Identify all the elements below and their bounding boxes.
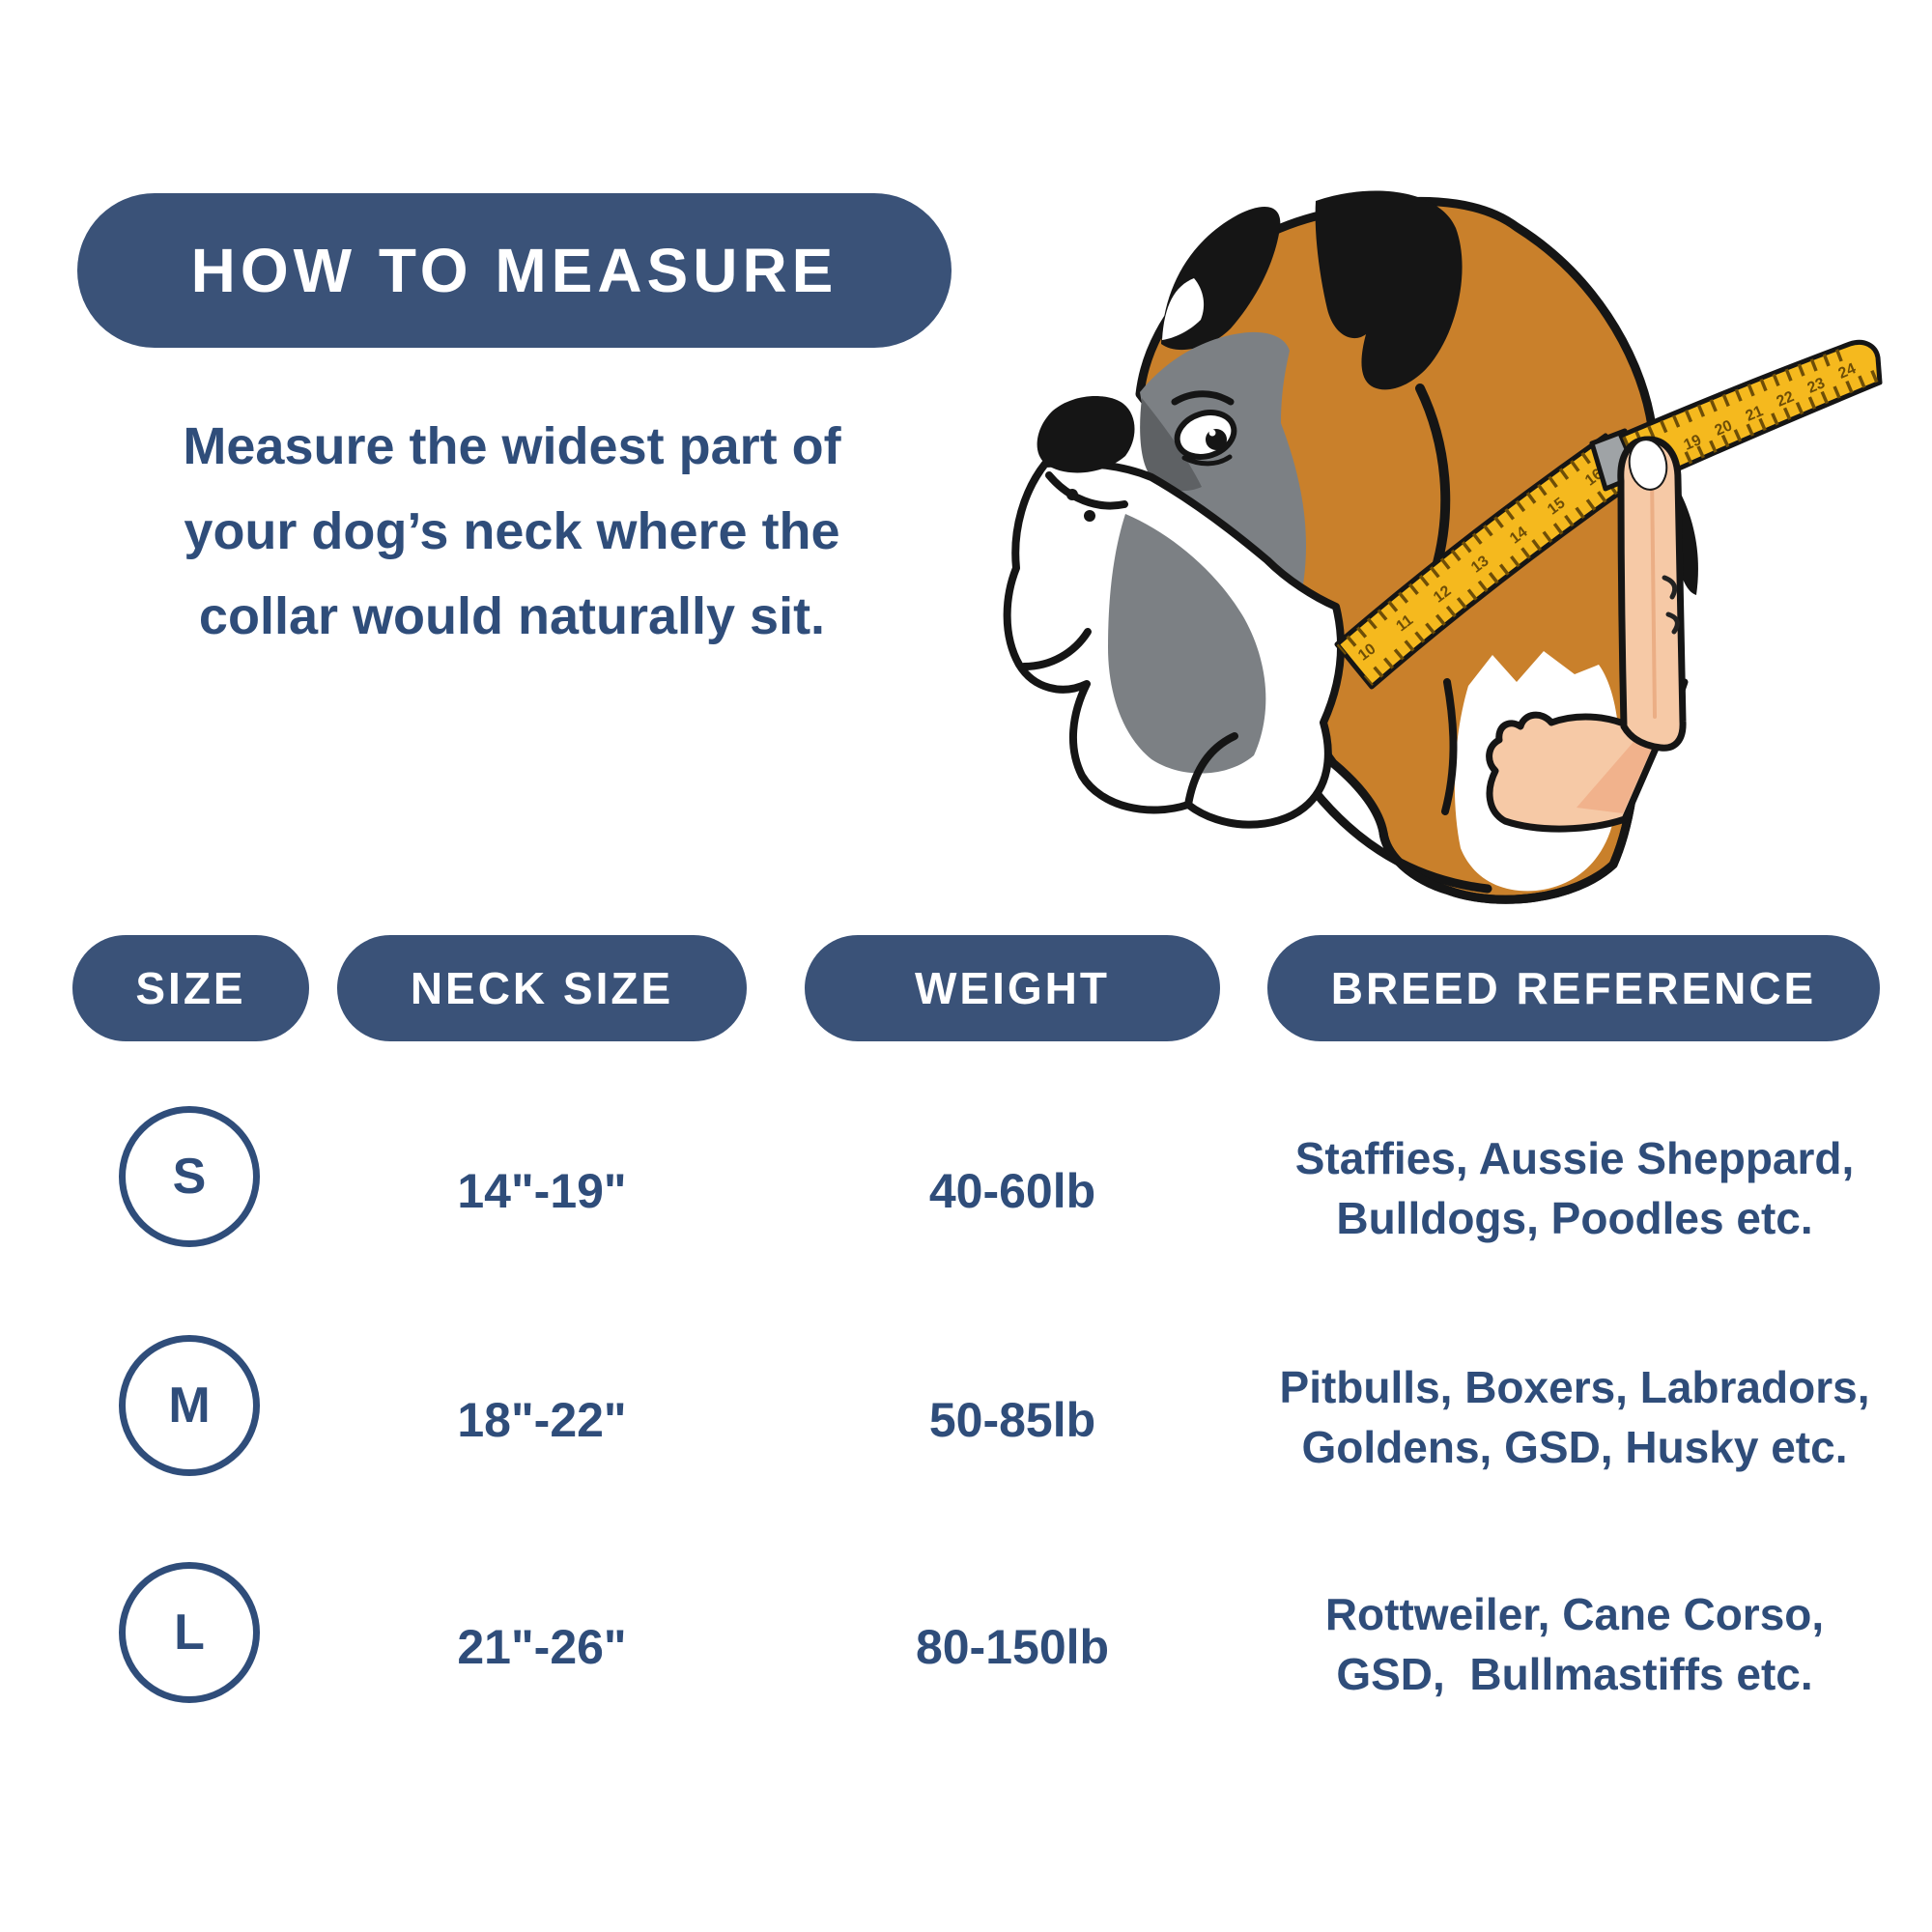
hand: [1486, 436, 1689, 833]
tape-number: 23: [1805, 375, 1828, 397]
boxer-dog-art: 10 11 12 13 14 15 16 18 19 20 21 22 23: [1003, 190, 1883, 904]
measuring-instructions: Measure the widest part of your dog’s ne…: [58, 404, 966, 659]
breed-reference-value: Rottweiler, Cane Corso, GSD, Bullmastiff…: [1246, 1584, 1903, 1704]
fingernail: [1628, 439, 1668, 491]
instruction-line: Measure the widest part of: [183, 417, 841, 475]
dog-measuring-illustration: 10 11 12 13 14 15 16 18 19 20 21 22 23: [1003, 190, 1883, 904]
breed-line: Pitbulls, Boxers, Labradors,: [1279, 1362, 1870, 1412]
tape-number: 11: [1393, 611, 1416, 635]
instruction-line: your dog’s neck where the: [184, 502, 840, 560]
instruction-line: collar would naturally sit.: [198, 587, 826, 645]
measuring-tape-band: 10 11 12 13 14 15 16: [1334, 433, 1643, 690]
breed-line: Bulldogs, Poodles etc.: [1336, 1193, 1813, 1243]
size-badge-s: S: [119, 1106, 260, 1247]
neck-size-value: 21"-26": [457, 1620, 627, 1674]
dog-ear-right: [1315, 190, 1463, 390]
breed-reference-value: Staffies, Aussie Sheppard, Bulldogs, Poo…: [1246, 1128, 1903, 1248]
breed-reference-value: Pitbulls, Boxers, Labradors, Goldens, GS…: [1246, 1357, 1903, 1477]
dog-eye: [1171, 390, 1237, 467]
neck-size-value: 18"-22": [457, 1393, 627, 1447]
header-weight: WEIGHT: [805, 935, 1220, 1041]
breed-line: GSD, Bullmastiffs etc.: [1336, 1649, 1813, 1699]
size-letter: S: [172, 1149, 207, 1205]
tape-number: 22: [1775, 388, 1797, 411]
size-letter: L: [174, 1605, 205, 1661]
tape-number: 21: [1744, 403, 1766, 425]
size-badge-l: L: [119, 1562, 260, 1703]
breed-line: Staffies, Aussie Sheppard,: [1294, 1133, 1855, 1183]
size-letter: M: [168, 1378, 211, 1434]
header-size-label: SIZE: [135, 963, 246, 1013]
header-breed-reference: BREED REFERENCE: [1267, 935, 1880, 1041]
header-neck-size: NECK SIZE: [337, 935, 747, 1041]
neck-size-value: 14"-19": [457, 1164, 627, 1218]
tape-number: 19: [1682, 432, 1704, 454]
weight-value: 40-60lb: [928, 1164, 1096, 1218]
tape-number: 24: [1836, 360, 1859, 383]
header-breed-reference-label: BREED REFERENCE: [1330, 963, 1817, 1013]
weight-value: 50-85lb: [928, 1393, 1096, 1447]
dog-nose: [1037, 395, 1135, 473]
measuring-tape-end: 18 19 20 21 22 23 24: [1618, 339, 1883, 488]
breed-line: Rottweiler, Cane Corso,: [1324, 1589, 1825, 1639]
weight-value: 80-150lb: [915, 1620, 1110, 1674]
how-to-measure-label: HOW TO MEASURE: [190, 236, 838, 305]
header-size: SIZE: [72, 935, 309, 1041]
size-badge-m: M: [119, 1335, 260, 1476]
breed-line: Goldens, GSD, Husky etc.: [1301, 1422, 1848, 1472]
header-neck-size-label: NECK SIZE: [410, 963, 674, 1013]
tape-number: 20: [1713, 417, 1735, 440]
header-weight-label: WEIGHT: [915, 963, 1110, 1013]
how-to-measure-pill: HOW TO MEASURE: [77, 193, 952, 348]
